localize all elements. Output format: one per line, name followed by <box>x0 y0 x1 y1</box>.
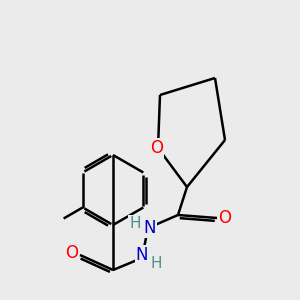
Text: N: N <box>136 246 148 264</box>
Text: N: N <box>144 219 156 237</box>
Text: O: O <box>218 209 232 227</box>
Text: O: O <box>151 139 164 157</box>
Text: H: H <box>129 215 141 230</box>
Text: H: H <box>150 256 162 271</box>
Text: O: O <box>65 244 79 262</box>
